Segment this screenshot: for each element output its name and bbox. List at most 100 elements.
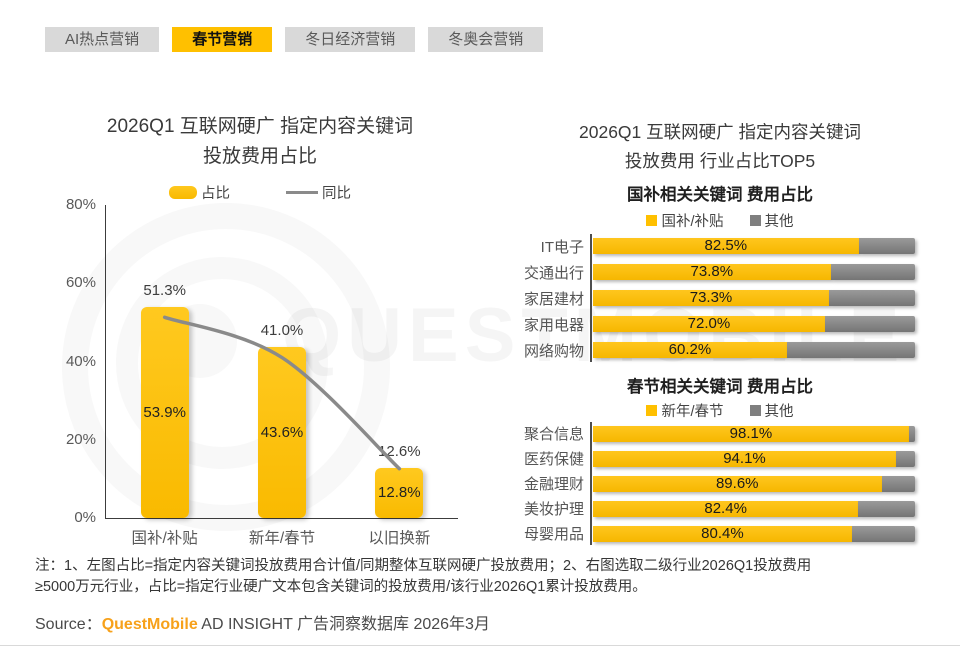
footnote-line1: 注：1、左图占比=指定内容关键词投放费用合计值/同期整体互联网硬广投放费用；2、… <box>35 558 812 574</box>
bar-track: 60.2% <box>593 342 915 358</box>
yellow-square-icon <box>646 405 658 416</box>
x-category-label: 国补/补贴 <box>131 530 198 547</box>
bar-segment-other <box>824 316 915 332</box>
source-brand: QuestMobile <box>101 616 198 633</box>
row-label: 家居建材 <box>523 290 584 308</box>
bar-row-IT电子: IT电子 82.5% <box>500 233 940 259</box>
bar-track: 98.1% <box>593 424 915 442</box>
bar-value-label: 94.1% <box>723 449 766 467</box>
trend-line <box>162 315 402 471</box>
group2-legend-gray-label: 其他 <box>764 404 794 420</box>
legend-item-bar: 占比 <box>169 182 230 203</box>
bar-segment-other <box>881 475 915 492</box>
bar-segment-primary <box>593 238 859 254</box>
bar-row-金融理财: 金融理财 89.6% <box>500 471 940 496</box>
right-section-title-line1: 2026Q1 互联网硬广 指定内容关键词 <box>579 122 861 142</box>
group2-legend-item-yellow: 新年/春节 <box>646 400 724 421</box>
bar-track: 82.4% <box>593 499 915 517</box>
bar-row-美妆护理: 美妆护理 82.4% <box>500 496 940 521</box>
bar-国补/补贴 <box>140 307 189 518</box>
row-label: 医药保健 <box>523 451 584 468</box>
bar-segment-other <box>851 525 915 542</box>
legend-item-line: 同比 <box>286 182 351 203</box>
left-chart-title-line2: 投放费用占比 <box>202 146 317 167</box>
row-label: 交通出行 <box>523 264 584 282</box>
group1-title: 国补相关关键词 费用占比 <box>626 186 814 204</box>
bar-value-label: 82.4% <box>704 499 747 517</box>
bar-value-label: 43.6% <box>260 423 304 441</box>
y-axis-tick: 80% <box>65 196 96 213</box>
row-label: 母婴用品 <box>523 526 584 543</box>
bar-swatch-icon <box>169 186 197 199</box>
left-chart-legend: 占比 同比 <box>55 182 465 203</box>
y-axis-tick: 40% <box>65 352 96 370</box>
bar-value-label: 60.2% <box>668 341 712 358</box>
group2-legend-item-gray: 其他 <box>749 400 794 421</box>
bar-segment-primary <box>593 290 830 306</box>
yellow-square-icon <box>646 215 658 226</box>
line-value-label: 41.0% <box>260 322 304 340</box>
bar-row-网络购物: 网络购物 60.2% <box>500 337 940 363</box>
tab-3[interactable]: 冬日经济营销 <box>285 27 416 52</box>
line-value-label: 51.3% <box>143 282 186 300</box>
group2-legend-yellow-label: 新年/春节 <box>661 404 724 420</box>
bar-新年/春节 <box>258 347 306 518</box>
bar-segment-primary <box>593 342 787 358</box>
bar-track: 94.1% <box>593 449 915 467</box>
bar-track: 82.5% <box>593 238 915 254</box>
legend-bar-label: 占比 <box>201 186 230 202</box>
group2-title: 春节相关关键词 费用占比 <box>626 378 814 396</box>
bar-row-聚合信息: 聚合信息 98.1% <box>500 421 940 446</box>
bar-value-label: 73.8% <box>690 263 734 280</box>
axis-line <box>590 422 592 545</box>
bar-segment-other <box>829 290 915 306</box>
y-axis-tick: 20% <box>65 430 96 448</box>
bottom-divider <box>0 645 960 646</box>
tab-1[interactable]: AI热点营销 <box>45 27 160 52</box>
source-line: Source：QuestMobile AD INSIGHT 广告洞察数据库 20… <box>35 610 490 634</box>
gray-square-icon <box>749 215 761 226</box>
bar-segment-other <box>858 238 915 254</box>
group1-legend: 国补/补贴 其他 <box>505 210 935 231</box>
left-chart-title-line1: 2026Q1 互联网硬广 指定内容关键词 <box>106 116 414 137</box>
footnote: 注：1、左图占比=指定内容关键词投放费用合计值/同期整体互联网硬广投放费用；2、… <box>35 556 935 598</box>
line-swatch-icon <box>286 190 318 195</box>
row-label: 网络购物 <box>523 342 584 360</box>
bar-segment-primary <box>593 264 831 280</box>
tab-4[interactable]: 冬奥会营销 <box>428 27 544 52</box>
bar-segment-primary <box>593 500 859 517</box>
bar-segment-other <box>786 342 915 358</box>
group1-legend-yellow-label: 国补/补贴 <box>661 214 724 230</box>
group2-legend: 新年/春节 其他 <box>505 400 935 421</box>
row-label: IT电子 <box>540 238 584 256</box>
group1-bars: IT电子 82.5% 交通出行 73.8% 家居建材 73.3% 家用电器 72.0% 网络购物… <box>500 233 940 363</box>
group1-legend-gray-label: 其他 <box>764 214 794 230</box>
bar-value-label: 12.8% <box>378 483 421 501</box>
bar-track: 72.0% <box>593 316 915 332</box>
bar-segment-other <box>908 425 915 442</box>
y-axis-tick: 60% <box>65 274 96 292</box>
bar-segment-other <box>896 450 915 467</box>
left-chart-plot-area: 0% 20% 40% 60% 80% 53.9% 51.3% 国补/补贴 43.6% 41.0% 新… <box>66 196 458 547</box>
bar-value-label: 73.3% <box>689 289 733 306</box>
source-prefix: Source： <box>35 616 102 633</box>
tab-bar: AI热点营销 春节营销 冬日经济营销 冬奥会营销 <box>45 27 544 52</box>
bar-segment-primary <box>593 425 909 442</box>
group2-bars: 聚合信息 98.1% 医药保健 94.1% 金融理财 89.6% 美妆护理 82.4% 母婴用品… <box>500 421 940 546</box>
bar-value-label: 80.4% <box>701 524 744 542</box>
row-label: 金融理财 <box>523 476 584 493</box>
bar-segment-primary <box>593 316 825 332</box>
bar-row-母婴用品: 母婴用品 80.4% <box>500 521 940 546</box>
tab-2[interactable]: 春节营销 <box>172 27 273 52</box>
bar-value-label: 82.5% <box>704 237 748 254</box>
bar-row-交通出行: 交通出行 73.8% <box>500 259 940 285</box>
bar-value-label: 98.1% <box>729 424 773 442</box>
right-section-title-line2: 投放费用 行业占比TOP5 <box>624 151 816 171</box>
row-label: 美妆护理 <box>523 501 584 518</box>
row-label: 聚合信息 <box>523 426 584 443</box>
group1-legend-item-yellow: 国补/补贴 <box>646 210 724 231</box>
x-category-label: 以旧换新 <box>368 530 431 547</box>
bar-row-医药保健: 医药保健 94.1% <box>500 446 940 471</box>
bar-track: 73.8% <box>593 264 915 280</box>
